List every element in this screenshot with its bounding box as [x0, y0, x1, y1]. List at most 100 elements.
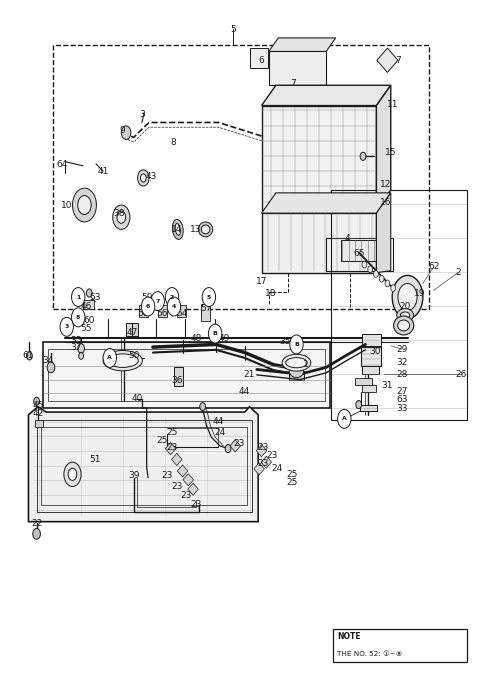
Ellipse shape: [282, 354, 311, 371]
Circle shape: [117, 211, 126, 223]
Bar: [333, 629, 468, 662]
Bar: [126, 323, 138, 336]
Polygon shape: [262, 85, 391, 106]
Text: 6: 6: [259, 56, 264, 64]
Polygon shape: [165, 443, 176, 455]
Text: 47: 47: [127, 327, 138, 337]
Text: 23: 23: [180, 492, 192, 500]
Polygon shape: [377, 48, 398, 73]
Text: 2: 2: [170, 294, 174, 300]
Text: 23: 23: [267, 451, 278, 460]
Bar: [48, 349, 325, 401]
Text: 19: 19: [414, 290, 425, 298]
Text: 23: 23: [233, 439, 245, 448]
Circle shape: [68, 468, 77, 481]
Text: 7: 7: [290, 79, 296, 88]
Text: 58: 58: [138, 308, 149, 318]
Text: 13: 13: [190, 225, 202, 234]
Bar: [177, 305, 186, 317]
Bar: [53, 45, 429, 308]
Text: 26: 26: [456, 370, 467, 379]
Text: 4: 4: [345, 235, 350, 243]
Text: 27: 27: [396, 387, 408, 396]
Circle shape: [337, 410, 351, 428]
Text: 56: 56: [156, 308, 168, 318]
Text: 8: 8: [170, 138, 176, 147]
Circle shape: [151, 292, 164, 311]
Bar: [201, 304, 210, 321]
Polygon shape: [254, 463, 264, 475]
Bar: [36, 420, 252, 511]
Circle shape: [141, 174, 146, 182]
Polygon shape: [28, 407, 258, 521]
Text: 37: 37: [71, 342, 82, 352]
Text: 33: 33: [396, 403, 408, 412]
Circle shape: [103, 348, 117, 367]
Text: 22: 22: [31, 519, 42, 527]
Text: 10: 10: [61, 201, 72, 210]
Circle shape: [72, 287, 85, 306]
Circle shape: [225, 445, 231, 453]
Text: NOTE: NOTE: [337, 632, 361, 641]
Text: 60: 60: [84, 315, 95, 325]
Circle shape: [79, 353, 84, 359]
Text: 20: 20: [399, 302, 411, 311]
Ellipse shape: [286, 357, 307, 367]
Circle shape: [142, 297, 155, 316]
Ellipse shape: [400, 312, 410, 319]
Text: 28: 28: [396, 370, 408, 379]
Text: A: A: [108, 355, 112, 361]
Polygon shape: [262, 193, 391, 213]
Text: 3: 3: [64, 324, 69, 330]
Circle shape: [398, 283, 417, 311]
Text: 63: 63: [396, 395, 408, 404]
Circle shape: [385, 280, 390, 287]
Text: 34: 34: [42, 356, 53, 365]
Text: 18: 18: [265, 290, 277, 298]
Polygon shape: [269, 38, 336, 52]
Bar: [269, 52, 326, 85]
Text: 49: 49: [219, 334, 230, 344]
Text: 61: 61: [23, 351, 34, 361]
Ellipse shape: [397, 308, 413, 322]
Text: 7: 7: [156, 298, 160, 304]
Text: 50: 50: [128, 351, 140, 361]
Polygon shape: [256, 445, 267, 457]
Polygon shape: [261, 456, 272, 468]
Text: 29: 29: [396, 344, 408, 354]
Polygon shape: [183, 474, 193, 486]
Circle shape: [33, 528, 40, 539]
Bar: [174, 367, 182, 386]
Bar: [360, 347, 381, 366]
Bar: [262, 213, 376, 273]
Text: 25: 25: [167, 428, 178, 437]
Text: 25: 25: [286, 470, 298, 479]
Circle shape: [373, 271, 378, 277]
Bar: [340, 239, 376, 261]
Ellipse shape: [175, 224, 180, 235]
Circle shape: [165, 287, 179, 306]
Bar: [360, 405, 377, 412]
Text: 42: 42: [33, 409, 44, 418]
Text: 44: 44: [213, 417, 224, 426]
Text: 9: 9: [120, 126, 126, 135]
Ellipse shape: [394, 316, 414, 335]
Circle shape: [26, 352, 32, 360]
Polygon shape: [376, 193, 391, 273]
Polygon shape: [171, 454, 182, 466]
Bar: [139, 305, 148, 317]
Ellipse shape: [201, 225, 210, 234]
Polygon shape: [188, 483, 198, 496]
Text: 5: 5: [230, 24, 236, 34]
Text: 30: 30: [369, 346, 381, 356]
Bar: [250, 48, 268, 68]
Text: 1: 1: [76, 294, 81, 300]
Circle shape: [290, 335, 303, 354]
Text: 53: 53: [90, 292, 101, 302]
Circle shape: [167, 297, 180, 316]
Ellipse shape: [172, 220, 183, 239]
Circle shape: [121, 126, 131, 140]
Text: 59: 59: [141, 292, 153, 302]
Bar: [362, 385, 376, 392]
Bar: [362, 366, 379, 374]
